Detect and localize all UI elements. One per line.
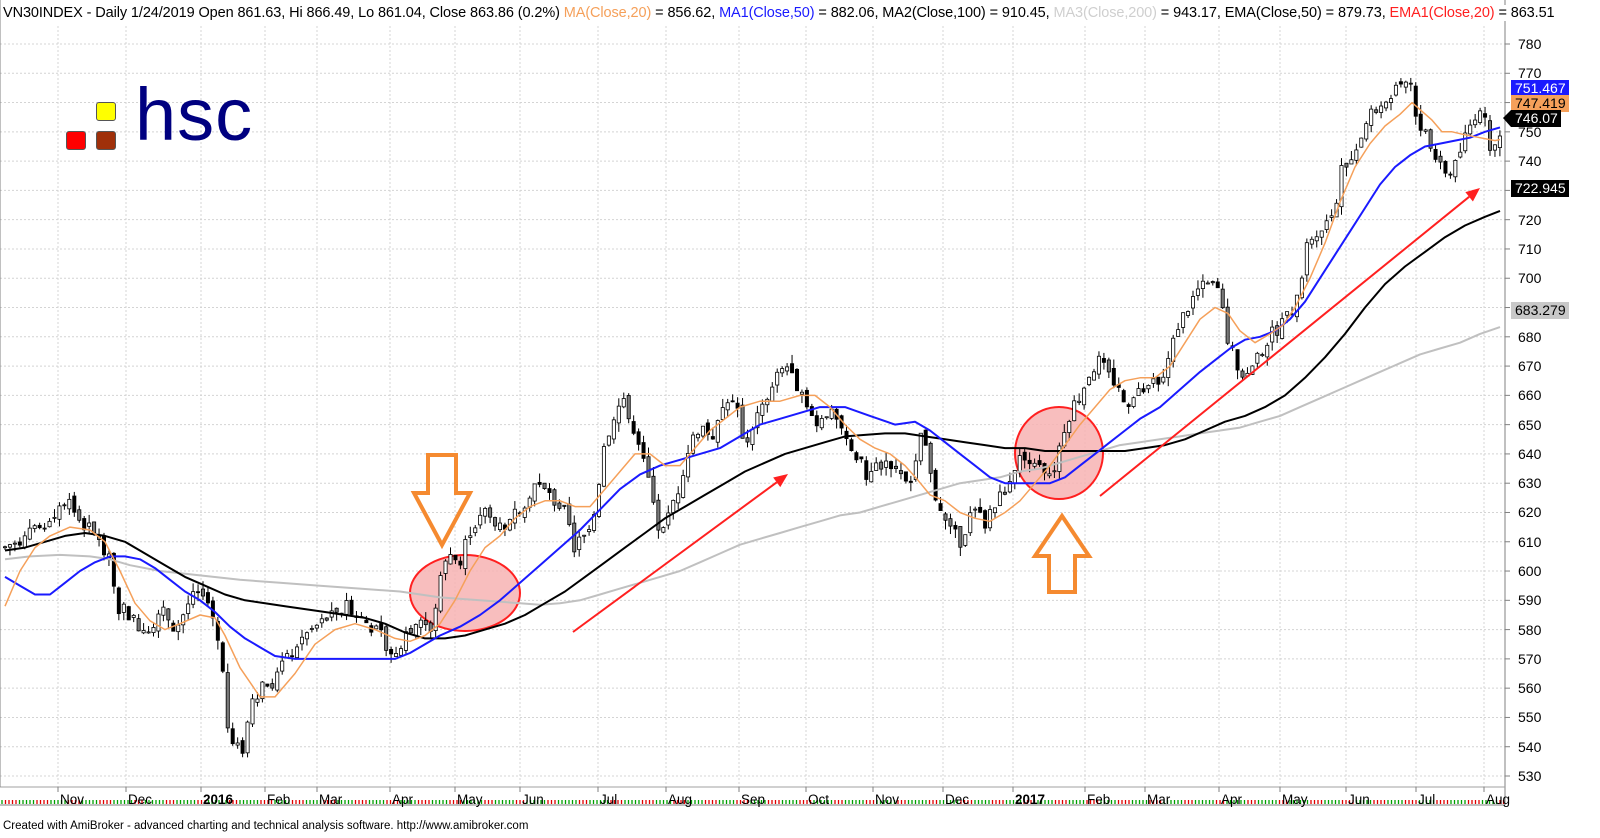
y-tick-label: 720 bbox=[1518, 211, 1542, 228]
y-tick-label: 630 bbox=[1518, 475, 1542, 492]
legend-ma200-value: = 943.17, EMA(Close,50) = 879.73, bbox=[1156, 5, 1390, 21]
y-tick-label: 700 bbox=[1518, 270, 1542, 287]
y-tick-label: 670 bbox=[1518, 358, 1542, 375]
y-tick-label: 540 bbox=[1518, 738, 1542, 755]
x-tick-label: Oct bbox=[808, 792, 830, 807]
y-tick-label: 740 bbox=[1518, 153, 1542, 170]
y-tick-label: 650 bbox=[1518, 416, 1542, 433]
y-tick-label: 600 bbox=[1518, 563, 1542, 580]
annotation-circles bbox=[409, 406, 1104, 632]
x-tick-label: Jul bbox=[1418, 792, 1436, 807]
footer-credit: Created with AmiBroker - advanced charti… bbox=[3, 820, 529, 832]
x-tick-label: Dec bbox=[945, 792, 970, 807]
legend-ema20-value: = 863.51 bbox=[1494, 5, 1555, 21]
y-tick-label: 710 bbox=[1518, 240, 1542, 257]
x-tick-label: May bbox=[1282, 792, 1308, 807]
legend-ema20: EMA1(Close,20) bbox=[1389, 5, 1495, 21]
x-tick-label: Apr bbox=[1221, 792, 1243, 807]
y-tick-label: 530 bbox=[1518, 768, 1542, 784]
value-tag: 747.419 bbox=[1511, 95, 1569, 112]
y-tick-label: 610 bbox=[1518, 533, 1542, 550]
x-tick-label: Nov bbox=[875, 792, 900, 807]
ma-line bbox=[4, 209, 1501, 640]
y-tick-label: 680 bbox=[1518, 328, 1542, 345]
y-tick-label: 620 bbox=[1518, 504, 1542, 521]
y-tick-label: 590 bbox=[1518, 592, 1542, 609]
annotation-arrows bbox=[410, 188, 1480, 633]
y-tick-label: 660 bbox=[1518, 387, 1542, 404]
x-tick-label: Jun bbox=[522, 792, 544, 807]
y-tick-label: 750 bbox=[1518, 123, 1542, 140]
x-tick-label: Mar bbox=[319, 792, 343, 807]
x-tick-label: Nov bbox=[60, 792, 85, 807]
value-tag: 683.279 bbox=[1511, 302, 1569, 319]
value-tag-pointer-icon bbox=[1503, 110, 1511, 127]
axes bbox=[0, 0, 1510, 806]
logo-square-yellow bbox=[96, 102, 116, 121]
chart-title-bar: VN30INDEX - Daily 1/24/2019 Open 861.63,… bbox=[3, 5, 1555, 21]
value-tag: 751.467 bbox=[1511, 80, 1569, 97]
logo-square-red bbox=[66, 131, 86, 150]
logo-text: hsc bbox=[135, 73, 254, 156]
legend-ma50-value: = 882.06, MA2(Close,100) = 910.45, bbox=[814, 5, 1054, 21]
legend-ma20-value: = 856.62, bbox=[651, 5, 720, 21]
x-tick-label: Feb bbox=[267, 792, 291, 807]
x-tick-label: Sep bbox=[741, 792, 766, 807]
y-tick-label: 580 bbox=[1518, 621, 1542, 638]
moving-average-lines bbox=[4, 101, 1501, 698]
symbol-info: VN30INDEX - Daily 1/24/2019 Open 861.63,… bbox=[3, 5, 564, 21]
x-tick-label: Dec bbox=[128, 792, 153, 807]
y-tick-label: 780 bbox=[1518, 36, 1542, 52]
value-tag: 746.07 bbox=[1511, 110, 1561, 127]
ma-line bbox=[4, 101, 1501, 698]
logo-square-brown bbox=[96, 131, 116, 150]
x-tick-label: Jun bbox=[1348, 792, 1370, 807]
legend-ma50: MA1(Close,50) bbox=[719, 5, 815, 21]
x-tick-label: May bbox=[457, 792, 483, 807]
x-tick-label: Aug bbox=[668, 792, 693, 807]
y-tick-label: 560 bbox=[1518, 680, 1542, 697]
x-tick-label: Jul bbox=[600, 792, 618, 807]
value-tag: 722.945 bbox=[1511, 180, 1569, 197]
ma-line bbox=[4, 326, 1501, 606]
y-tick-label: 550 bbox=[1518, 709, 1542, 726]
legend-ma200: MA3(Close,200) bbox=[1053, 5, 1157, 21]
x-tick-label: Mar bbox=[1147, 792, 1171, 807]
y-tick-label: 770 bbox=[1518, 65, 1542, 82]
y-tick-label: 570 bbox=[1518, 650, 1542, 667]
y-tick-label: 640 bbox=[1518, 445, 1542, 462]
x-tick-label: Feb bbox=[1087, 792, 1111, 807]
legend-ma20: MA(Close,20) bbox=[563, 5, 652, 21]
x-tick-label: Aug bbox=[1486, 792, 1511, 807]
x-tick-label: Apr bbox=[392, 792, 414, 807]
x-tick-label: 2016 bbox=[203, 792, 234, 807]
x-tick-label: 2017 bbox=[1015, 792, 1046, 807]
